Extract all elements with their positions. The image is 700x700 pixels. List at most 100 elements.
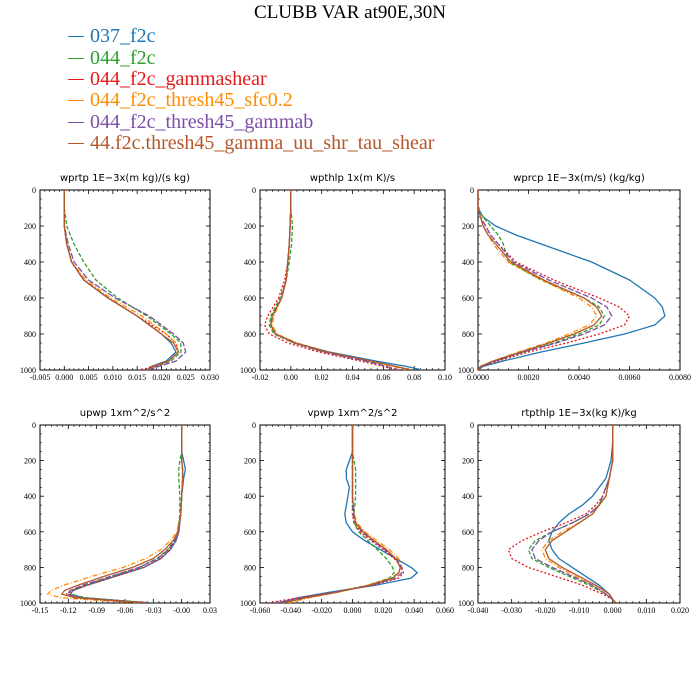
y-tick-label: 200 (24, 222, 36, 231)
y-tick-label: 800 (462, 330, 474, 339)
y-tick-label: 1000 (20, 599, 36, 608)
series-line (531, 425, 617, 603)
x-tick-label: -0.06 (117, 606, 134, 615)
legend-label: 44.f2c.thresh45_gamma_uu_shr_tau_shear (90, 132, 435, 155)
y-tick-label: 200 (244, 222, 256, 231)
x-tick-label: 0.00 (284, 373, 298, 382)
series-line (527, 425, 617, 603)
chart-title: wpthlp 1x(m K)/s (310, 173, 395, 184)
series-line (63, 190, 182, 370)
series-line (63, 190, 180, 370)
y-tick-label: 600 (462, 294, 474, 303)
x-tick-label: -0.15 (32, 606, 49, 615)
x-tick-label: 0.04 (346, 373, 360, 382)
x-tick-label: 0.000 (604, 606, 622, 615)
y-tick-label: 0 (32, 186, 36, 195)
legend-item: 044_f2c_thresh45_sfc0.2 (68, 90, 434, 111)
x-tick-label: -0.03 (145, 606, 162, 615)
x-tick-label: -0.005 (30, 373, 51, 382)
x-tick-label: 0.020 (152, 373, 170, 382)
legend-label: 037_f2c (90, 25, 156, 48)
x-tick-label: -0.040 (468, 606, 489, 615)
y-tick-label: 200 (462, 222, 474, 231)
x-tick-label: -0.040 (280, 606, 301, 615)
series-line (63, 190, 177, 370)
x-tick-label: -0.09 (88, 606, 105, 615)
x-tick-label: 0.0000 (467, 373, 489, 382)
y-tick-label: 400 (24, 258, 36, 267)
series-line (270, 190, 412, 370)
chart-title: upwp 1xm^2/s^2 (80, 408, 170, 419)
series-line (478, 190, 598, 370)
y-tick-label: 0 (252, 421, 256, 430)
chart-title: rtpthlp 1E−3x(kg K)/kg (521, 408, 636, 419)
x-tick-label: 0.040 (405, 606, 423, 615)
y-tick-label: 600 (462, 528, 474, 537)
y-tick-label: 1000 (458, 599, 474, 608)
x-tick-label: -0.030 (501, 606, 522, 615)
x-tick-label: 0.005 (80, 373, 98, 382)
chart-panel: wpthlp 1x(m K)/s -0.02 0.00 0.02 0.04 0.06 0.0… (240, 173, 452, 382)
series-line (69, 425, 183, 603)
legend-item: 037_f2c (68, 26, 434, 47)
series-line (65, 425, 184, 603)
chart-title: vpwp 1xm^2/s^2 (307, 408, 397, 419)
series-line (278, 425, 418, 603)
y-tick-label: 800 (244, 330, 256, 339)
x-tick-label: 0.030 (201, 373, 219, 382)
series-line (275, 425, 403, 603)
series-line (282, 425, 395, 603)
x-tick-label: -0.00 (173, 606, 190, 615)
legend-swatch (68, 121, 84, 123)
y-tick-label: 400 (24, 492, 36, 501)
x-tick-label: -0.020 (535, 606, 556, 615)
x-tick-label: 0.0020 (518, 373, 540, 382)
y-tick-label: 600 (244, 528, 256, 537)
x-tick-label: 0.06 (376, 373, 390, 382)
legend-label: 044_f2c_thresh45_sfc0.2 (90, 89, 293, 112)
legend-item: 044_f2c_thresh45_gammab (68, 110, 434, 133)
x-tick-label: 0.0060 (619, 373, 641, 382)
x-tick-label: 0.000 (55, 373, 73, 382)
y-tick-label: 1000 (240, 366, 256, 375)
series-line (287, 425, 403, 603)
series-line (507, 425, 617, 603)
legend-swatch (68, 57, 84, 59)
legend-swatch (68, 143, 84, 145)
x-tick-label: 0.02 (315, 373, 329, 382)
page-title: CLUBB VAR at90E,30N (254, 2, 446, 23)
series-line (478, 190, 603, 370)
x-tick-label: 0.000 (344, 606, 362, 615)
series-line (263, 190, 396, 370)
legend: 037_f2c 044_f2c 044_f2c_gammashear 044_f… (68, 26, 434, 154)
y-tick-label: 0 (252, 186, 256, 195)
y-tick-label: 600 (24, 528, 36, 537)
x-tick-label: -0.12 (60, 606, 77, 615)
legend-label: 044_f2c_gammashear (90, 67, 267, 90)
y-tick-label: 400 (244, 492, 256, 501)
x-tick-label: 0.015 (128, 373, 146, 382)
legend-item: 044_f2c_gammashear (68, 67, 434, 90)
series-line (281, 425, 401, 603)
legend-swatch (68, 36, 84, 38)
series-line (478, 190, 666, 370)
x-tick-label: -0.060 (250, 606, 271, 615)
y-tick-label: 400 (462, 258, 474, 267)
x-tick-label: 0.10 (438, 373, 452, 382)
y-tick-label: 600 (244, 294, 256, 303)
legend-label: 044_f2c_thresh45_gammab (90, 110, 314, 133)
x-tick-label: 0.060 (436, 606, 454, 615)
chart-panel: rtpthlp 1E−3x(kg K)/kg -0.040 -0.030 -0.020… (458, 408, 689, 615)
y-tick-label: 1000 (240, 599, 256, 608)
y-tick-label: 800 (24, 330, 36, 339)
y-tick-label: 1000 (458, 366, 474, 375)
legend-item: 44.f2c.thresh45_gamma_uu_shr_tau_shear (68, 133, 434, 154)
y-tick-label: 400 (462, 492, 474, 501)
x-tick-label: -0.02 (252, 373, 269, 382)
series-line (268, 190, 412, 370)
x-tick-label: 0.025 (177, 373, 195, 382)
chart-panel: wprtp 1E−3x(m kg)/(s kg) -0.005 0.000 0.005… (20, 173, 219, 382)
y-tick-label: 400 (244, 258, 256, 267)
chart-title: wprtp 1E−3x(m kg)/(s kg) (60, 173, 190, 184)
